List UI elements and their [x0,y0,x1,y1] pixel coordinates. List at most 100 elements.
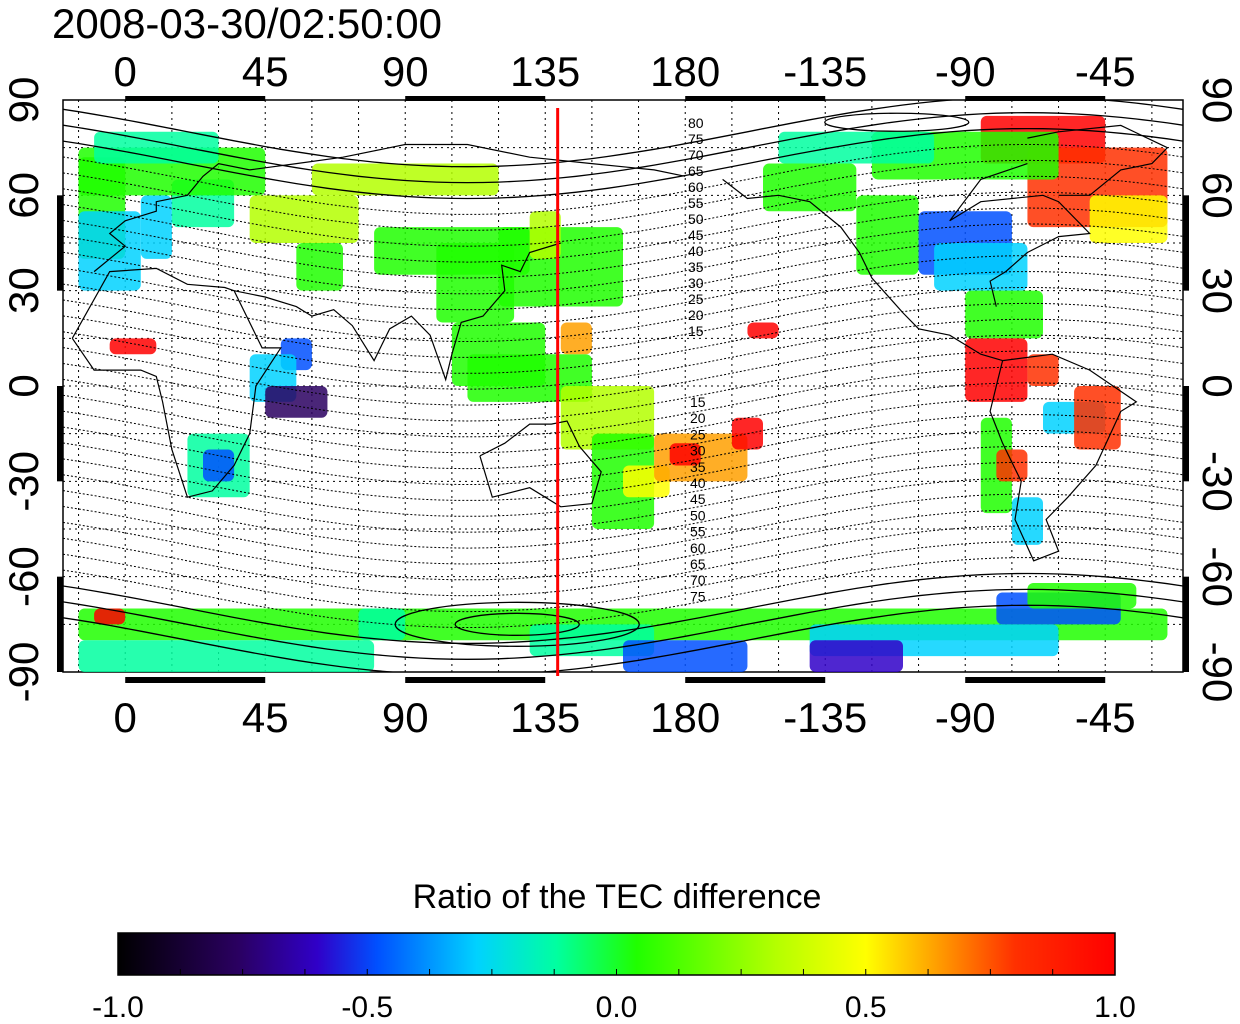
coastline [722,178,1003,362]
contour-label: 35 [688,259,704,275]
contour-label: 30 [688,275,704,291]
tec-patch [94,608,126,625]
lat-tick-label: 30 [0,267,47,314]
tec-patch [311,163,499,196]
contour-loop-north [824,112,970,132]
contour-line [63,414,1183,486]
contour-label: 45 [690,491,706,507]
colorbar-tick-label: -0.5 [341,991,393,1024]
coastline [1027,124,1169,196]
lon-tick-label: -45 [1075,48,1136,95]
axis-bar-top [405,96,546,101]
contour-line [63,175,1183,247]
contour-line [63,350,1183,422]
lat-tick-label: -90 [1194,642,1240,703]
map-title: 2008-03-30/02:50:00 [52,0,442,47]
contour-line [63,255,1183,327]
contour-label: 15 [690,394,706,410]
contour-line [63,100,1183,168]
colorbar [117,932,1116,976]
tec-patch [965,338,1028,402]
contour-line [63,143,1183,215]
lat-tick-label: 30 [1194,267,1240,314]
axis-bar-right [1183,576,1189,672]
contour-label: 25 [690,426,706,442]
lon-tick-label: -135 [783,694,867,741]
contour-label: 65 [690,556,706,572]
lat-tick-label: 60 [1194,172,1240,219]
contour-line [63,334,1183,406]
axis-bar-right [1183,195,1189,291]
colorbar-tick-label: 1.0 [1094,991,1136,1024]
lon-tick-label: 135 [510,48,580,95]
tec-data-layer [78,115,1168,672]
contour-label: 60 [690,540,706,556]
contour-line [63,509,1183,581]
lon-tick-label: -45 [1075,694,1136,741]
tec-patch [560,322,592,355]
contour-label: 70 [688,147,704,163]
contour-label: 40 [688,243,704,259]
coastline [233,242,561,382]
lat-tick-label: 90 [1194,77,1240,124]
tec-patch [78,640,375,672]
tec-patch [623,640,748,672]
lon-tick-label: 90 [382,48,429,95]
contour-labels: 8075706560555045403530252015152025303540… [688,115,706,604]
tec-patch [965,290,1043,339]
contour-label: 25 [688,291,704,307]
tec-patch [778,131,935,164]
contour-line [63,398,1183,470]
bottom-longitude-labels: 0 45 90 135 180 -135 -90 -45 [114,694,1136,741]
axis-bar-left [57,576,63,672]
tec-patch [203,449,235,482]
tec-patch [763,163,857,212]
colorbar-tick-label: 0.5 [845,991,887,1024]
coastlines [71,124,1169,562]
contour-label: 20 [688,307,704,323]
axis-bar-right [1183,386,1189,482]
contour-label: 70 [690,572,706,588]
tec-patch [1089,195,1168,243]
lon-tick-label: 0 [114,48,137,95]
tec-patch [1027,583,1137,609]
colorbar-tick-label: -1.0 [92,991,144,1024]
colorbar-tick-label: 0.0 [596,991,638,1024]
lat-tick-label: -90 [0,642,47,703]
contour-line [63,493,1183,565]
tec-patch [265,386,328,418]
contour-line [63,127,1183,200]
lat-tick-label: -30 [0,451,47,512]
coastline [93,143,686,273]
lat-tick-label: 60 [0,172,47,219]
contour-line [63,461,1183,533]
contour-label: 35 [690,459,706,475]
contour-label: 20 [690,410,706,426]
lon-tick-label: 180 [650,694,720,741]
coastline [949,163,1092,307]
tec-patch [78,211,141,291]
tec-patch [498,227,623,307]
lon-tick-label: 135 [510,694,580,741]
contour-label: 45 [688,227,704,243]
contour-label: 15 [688,323,704,339]
magnetic-latitude-contours [63,100,1183,672]
coastline [989,353,1138,562]
contour-loop-south [394,601,640,647]
axis-bar-top [685,96,826,101]
contour-label: 75 [690,588,706,604]
lon-tick-label: -135 [783,48,867,95]
tec-patch [731,417,763,450]
contour-label: 55 [688,195,704,211]
contour-line [63,366,1183,438]
contour-label: 50 [688,211,704,227]
tec-patch [467,354,592,402]
colorbar-labels: -1.0 -0.5 0.0 0.5 1.0 [92,991,1136,1024]
contour-label: 75 [688,131,704,147]
tec-patch [358,608,406,641]
contour-label: 60 [688,179,704,195]
contour-line [63,541,1183,613]
contour-line [63,159,1183,231]
axis-bars [57,96,1189,683]
